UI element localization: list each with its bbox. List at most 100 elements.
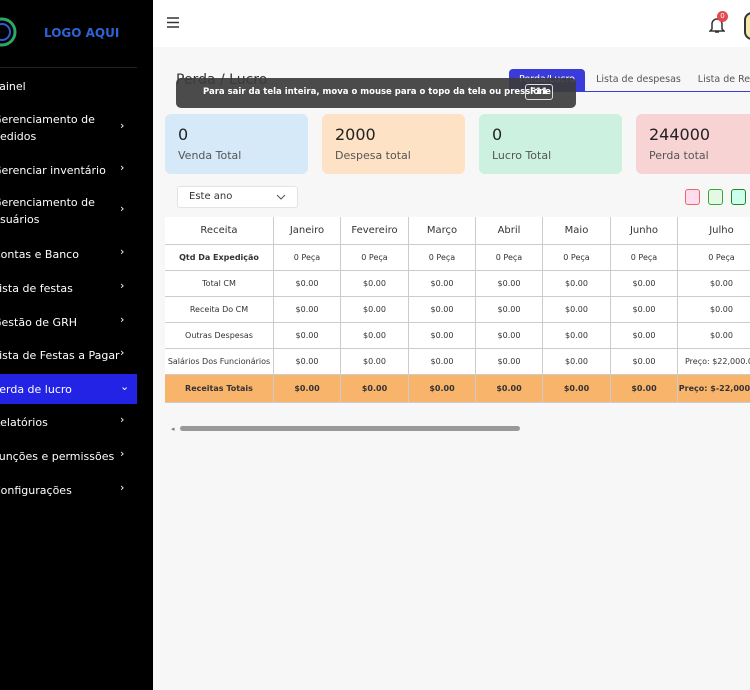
table-cell: $0.00 (273, 270, 341, 297)
chevron: › (120, 346, 125, 359)
divider (0, 67, 137, 68)
menu-toggle[interactable] (167, 17, 180, 28)
column-header: Maio (542, 217, 611, 245)
menu-item[interactable]: Relatórios (0, 416, 48, 429)
table-cell: $0.00 (610, 348, 678, 375)
table-cell: 0 Peça (542, 244, 611, 271)
card-label: Lucro Total (492, 149, 552, 162)
card-value: 244000 (649, 125, 711, 144)
menu-item[interactable]: Funções e permissões (0, 450, 115, 463)
column-header: Janeiro (273, 217, 341, 245)
table-cell: $0.00 (273, 296, 341, 323)
select-value: Este ano (189, 191, 233, 202)
table-cell: 0 Peça (273, 244, 341, 271)
table-cell: $0.00 (340, 322, 409, 349)
table-cell: $0.00 (610, 296, 678, 323)
scrollbar-thumb[interactable] (180, 426, 520, 431)
table-cell: $0.00 (542, 296, 611, 323)
chevron: › (120, 202, 125, 215)
select-arrow (276, 194, 286, 200)
table-cell: $0.00 (408, 348, 476, 375)
menu-item[interactable]: Gestão de GRH (0, 316, 77, 329)
tab[interactable]: Lista de Rend (697, 74, 750, 85)
menu-item[interactable]: Gerenciar inventário (0, 164, 106, 177)
chevron: › (120, 447, 125, 460)
scroll-left[interactable]: ◂ (171, 425, 175, 433)
menu-item[interactable]: Painel (0, 80, 26, 93)
table-cell: $0.00 (475, 348, 543, 375)
menu-item[interactable]: Lista de festas (0, 282, 73, 295)
card-value: 0 (492, 125, 503, 144)
table-cell: $0.00 (408, 374, 476, 403)
menu-item[interactable]: Gerenciamento de pedidos (0, 113, 95, 143)
active-item-bg[interactable] (0, 374, 137, 404)
table-cell: $0.00 (475, 296, 543, 323)
column-header: Fevereiro (340, 217, 409, 245)
table-cell: $0.00 (273, 322, 341, 349)
profit-loss-table: Receita Janeiro Fevereiro Março Abril Maio Jun… (165, 217, 750, 403)
chevron: › (120, 119, 125, 132)
fullscreen-notice: Para sair da tela inteira, mova o mouse … (176, 78, 576, 108)
column-header: Junho (610, 217, 678, 245)
card-label: Despesa total (335, 149, 411, 162)
chevron: › (120, 481, 125, 494)
chevron: › (120, 245, 125, 258)
menu-item[interactable]: Perda de lucro (0, 383, 72, 396)
tab[interactable]: Lista de despesas (596, 74, 681, 85)
menu-item[interactable]: Gerenciamento de usuários (0, 196, 95, 226)
table-cell: $0.00 (677, 322, 750, 349)
menu-item[interactable]: Contas e Banco (0, 248, 79, 261)
column-header: Abril (475, 217, 543, 245)
chevron: › (120, 413, 125, 426)
table-cell: $0.00 (610, 270, 678, 297)
card-label: Venda Total (178, 149, 242, 162)
stat-card: 0 Venda Total (165, 114, 308, 174)
stat-card: 2000 Despesa total (322, 114, 465, 174)
table-cell: $0.00 (340, 270, 409, 297)
top-bar: 0 (153, 0, 750, 47)
card-value: 2000 (335, 125, 376, 144)
table-cell: 0 Peça (677, 244, 750, 271)
table-cell: $0.00 (677, 296, 750, 323)
table-cell: $0.00 (408, 296, 476, 323)
sidebar: LOGO AQUI Painel Gerenciamento de pedidos… (0, 0, 153, 690)
logo-icon (0, 17, 17, 47)
table-cell: $0.00 (610, 374, 678, 403)
table-cell: Preço: $-22,000.00 (677, 374, 750, 403)
logo-text: LOGO AQUI (44, 26, 120, 40)
table-cell: Receita Do CM (165, 296, 274, 323)
table-cell: 0 Peça (408, 244, 476, 271)
table-cell: Total CM (165, 270, 274, 297)
table-cell: Salários Dos Funcionários (165, 348, 274, 375)
period-select[interactable]: Este ano (177, 186, 298, 208)
export-pdf[interactable] (685, 189, 700, 205)
table-cell: $0.00 (340, 348, 409, 375)
column-header: Receita (165, 217, 274, 245)
menu-item[interactable]: Configurações (0, 484, 72, 497)
chevron: › (120, 313, 125, 326)
table-cell: $0.00 (408, 270, 476, 297)
avatar[interactable] (744, 12, 750, 40)
table-cell: $0.00 (542, 322, 611, 349)
table-cell: $0.00 (408, 322, 476, 349)
stat-card: 244000 Perda total (636, 114, 750, 174)
stat-card: 0 Lucro Total (479, 114, 622, 174)
table-cell: $0.00 (273, 374, 341, 403)
key-hint: F11 (525, 84, 553, 100)
menu-item[interactable]: Lista de Festas a Pagar (0, 349, 120, 362)
chevron: › (120, 161, 125, 174)
table-cell: $0.00 (542, 374, 611, 403)
table-cell: 0 Peça (610, 244, 678, 271)
table-cell: Receitas Totais (165, 374, 274, 403)
table-cell: $0.00 (340, 296, 409, 323)
table-cell: $0.00 (542, 348, 611, 375)
card-label: Perda total (649, 149, 709, 162)
table-cell: $0.00 (475, 270, 543, 297)
table-cell: $0.00 (475, 374, 543, 403)
notice-text: Para sair da tela inteira, mova o mouse … (203, 87, 551, 97)
export-csv[interactable] (708, 189, 723, 205)
export-excel[interactable] (731, 189, 746, 205)
column-header: Julho (677, 217, 750, 245)
table-cell: $0.00 (677, 270, 750, 297)
